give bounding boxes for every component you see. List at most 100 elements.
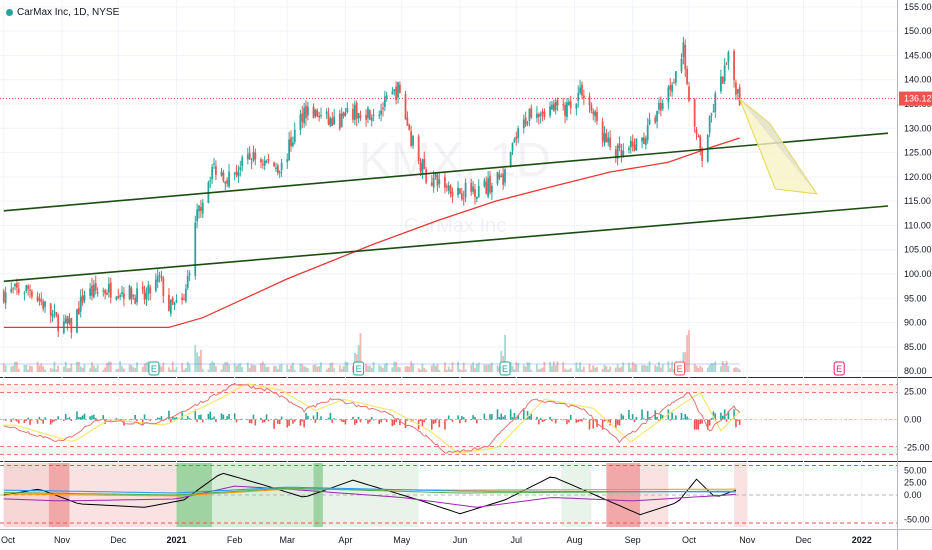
volume-bar — [199, 349, 202, 372]
oscillator-histogram-bar — [515, 418, 518, 420]
candle-body — [395, 86, 398, 101]
oscillator-histogram-bar — [603, 419, 606, 422]
earnings-marker[interactable]: E — [353, 361, 365, 376]
price-tick-label: 95.00 — [904, 293, 927, 303]
candle-body — [515, 136, 518, 140]
oscillator-histogram-bar — [684, 414, 687, 420]
oscillator-histogram-bar — [57, 416, 59, 420]
volume-bar — [530, 369, 533, 372]
oscillator-histogram-bar — [432, 419, 435, 424]
candle-body — [303, 107, 306, 124]
candle-body — [513, 139, 516, 143]
candle-body — [370, 117, 373, 122]
oscillator-histogram-bar — [316, 412, 319, 420]
volume-bar — [697, 368, 700, 372]
candle-body — [156, 276, 159, 282]
earnings-marker-label: E — [502, 364, 508, 374]
earnings-marker[interactable]: E — [499, 361, 511, 376]
volume-bar — [104, 367, 107, 372]
candle-body — [528, 108, 531, 122]
candle-body — [94, 283, 97, 291]
oscillator-histogram-bar — [247, 419, 249, 421]
candle-body — [566, 102, 568, 117]
earnings-marker-label: E — [677, 364, 683, 374]
oscillator-histogram-bar — [725, 419, 728, 422]
candle-body — [220, 171, 223, 176]
earnings-marker[interactable]: E — [148, 361, 160, 376]
price-tick-label: 115.00 — [904, 196, 931, 206]
time-tick-label: Mar — [279, 535, 295, 545]
volume-bar — [260, 363, 262, 372]
candle-body — [567, 101, 570, 106]
oscillator-histogram-bar — [577, 419, 580, 422]
candle-body — [15, 283, 18, 288]
candle-body — [477, 185, 480, 198]
oscillator-histogram-bar — [669, 419, 672, 421]
volume-bar — [10, 366, 13, 372]
oscillator-tick-label: 0.00 — [904, 415, 922, 425]
candle-body — [397, 82, 399, 98]
oscillator-histogram-bar — [27, 417, 29, 420]
candle-body — [489, 175, 491, 193]
time-tick-label: 2021 — [166, 535, 186, 545]
oscillator-histogram-bar — [209, 411, 212, 420]
candle-body — [581, 84, 583, 96]
symbol-legend[interactable]: CarMax Inc, 1D, NYSE — [6, 7, 119, 18]
oscillator-histogram-bar — [477, 418, 480, 420]
oscillator-histogram-bar — [406, 419, 409, 421]
volume-bar — [462, 362, 465, 372]
volume-bar — [275, 365, 277, 372]
oscillator-histogram-bar — [226, 416, 228, 420]
volume-bar — [475, 363, 478, 372]
volume-bar — [331, 362, 334, 372]
candle-body — [421, 159, 424, 174]
candle-body — [727, 51, 730, 63]
oscillator-histogram-bar — [132, 419, 135, 421]
candle-body — [541, 111, 544, 114]
candle-body — [684, 45, 687, 70]
candle-body — [419, 162, 422, 171]
oscillator-histogram-bar — [185, 419, 187, 420]
candle-body — [64, 318, 67, 324]
volume-bar — [562, 362, 565, 372]
oscillator-histogram-bar — [464, 419, 467, 423]
oscillator-histogram-bar — [175, 417, 178, 420]
volume-bar — [89, 368, 92, 372]
candle-body — [526, 122, 529, 124]
volume-bar — [528, 362, 531, 372]
earnings-marker-box — [833, 361, 845, 376]
volume-bar — [81, 367, 84, 372]
candle-body — [211, 166, 214, 180]
oscillator-histogram-bar — [421, 419, 424, 426]
oscillator-histogram-bar — [686, 416, 688, 420]
volume-bar — [194, 345, 197, 372]
volume-bar — [235, 365, 238, 372]
oscillator-histogram-bar — [94, 417, 97, 420]
candle-body — [181, 297, 184, 300]
oscillator-histogram-bar — [2, 419, 5, 421]
candle-body — [564, 105, 566, 116]
watermark-name: CarMax Inc — [404, 215, 506, 237]
candle-body — [198, 205, 200, 212]
volume-bar — [160, 366, 163, 372]
volume-bar — [241, 367, 244, 372]
candle-body — [260, 159, 262, 163]
volume-bar — [464, 369, 467, 372]
candle-body — [607, 137, 610, 143]
earnings-marker[interactable]: E — [674, 361, 686, 376]
candle-body — [530, 107, 533, 118]
volume-bar — [291, 362, 294, 372]
oscillator-histogram-bar — [119, 418, 121, 420]
volume-bar — [733, 368, 735, 372]
earnings-marker[interactable]: E — [833, 361, 845, 376]
directional-series-line — [3, 485, 736, 508]
candle-body — [149, 287, 152, 294]
oscillator-histogram-bar — [444, 419, 446, 430]
oscillator-histogram-bar — [489, 414, 491, 420]
candle-body — [288, 139, 291, 161]
volume-bar — [53, 361, 56, 372]
candle-body — [79, 296, 82, 312]
oscillator-histogram-bar — [102, 415, 105, 420]
volume-bar — [417, 368, 420, 372]
